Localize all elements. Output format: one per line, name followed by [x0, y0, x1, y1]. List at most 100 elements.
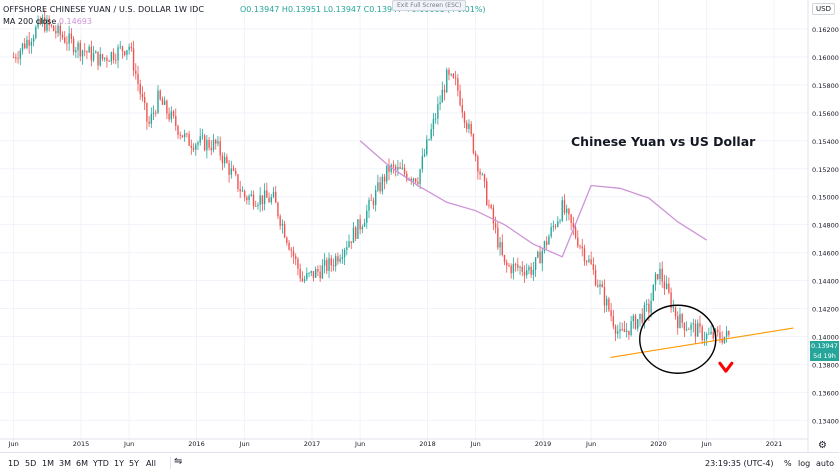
candle-body [541, 250, 543, 264]
candle-body [197, 142, 199, 145]
candle-body [312, 271, 315, 278]
candle-body [674, 307, 677, 317]
candle-body [130, 46, 133, 49]
candle [481, 172, 483, 176]
candle [183, 129, 186, 142]
candle [319, 264, 321, 282]
candle [84, 43, 86, 57]
candle [150, 107, 153, 128]
candle-body [574, 227, 577, 238]
candle-body [639, 313, 641, 320]
candle [199, 128, 201, 146]
candle-body [141, 93, 144, 98]
candle-body [121, 46, 124, 52]
range-1d[interactable]: 1D [8, 459, 20, 468]
candle [281, 219, 284, 234]
candle [503, 254, 506, 266]
candle-body [557, 221, 559, 227]
candle [179, 131, 181, 140]
compare-icon[interactable]: ⇋ [174, 456, 183, 467]
candle [352, 222, 355, 243]
candle [175, 108, 177, 131]
range-3m[interactable]: 3M [59, 459, 71, 468]
candle [514, 262, 517, 272]
range-1y[interactable]: 1Y [114, 459, 124, 468]
candle-body [159, 90, 161, 100]
candle [48, 15, 50, 32]
candle-body [625, 330, 628, 332]
candle [483, 173, 486, 189]
candle-body [517, 264, 519, 268]
candle [623, 320, 626, 333]
candle-body [59, 25, 61, 35]
last-price-tag: 0.13947 [810, 341, 839, 351]
candle [632, 313, 635, 329]
candle [17, 51, 19, 64]
candle-body [135, 70, 137, 74]
candle-body [568, 208, 570, 215]
candle [190, 139, 193, 155]
candle [348, 234, 350, 248]
candle [692, 318, 694, 333]
ma-200-line [359, 140, 707, 258]
x-tick-label: Jun [701, 440, 712, 448]
candle [232, 164, 235, 172]
range-ytd[interactable]: YTD [93, 459, 109, 468]
range-6m[interactable]: 6M [76, 459, 88, 468]
auto-toggle[interactable]: auto [816, 459, 835, 468]
candle [379, 176, 381, 194]
candle-body [519, 266, 521, 268]
candle-body [92, 53, 95, 61]
candle [392, 160, 395, 174]
candle-body [668, 283, 670, 293]
candle-body [263, 190, 266, 205]
range-all[interactable]: All [146, 459, 156, 468]
candle [72, 36, 75, 56]
currency-badge[interactable]: USD [812, 3, 835, 15]
candle-body [148, 121, 150, 124]
candle [70, 28, 73, 44]
candle-body [119, 46, 121, 48]
percent-toggle[interactable]: % [784, 459, 792, 468]
candle-body [570, 214, 572, 224]
candle [61, 31, 64, 40]
range-1m[interactable]: 1M [42, 459, 54, 468]
candle [306, 267, 308, 282]
range-5d[interactable]: 5D [25, 459, 37, 468]
y-tick-label: 0.16200 [812, 26, 839, 34]
candle-body [585, 261, 588, 263]
candle-body [641, 313, 643, 323]
candle [683, 322, 686, 338]
candle-body [588, 259, 590, 262]
candle [321, 259, 324, 280]
candle [650, 292, 652, 318]
candle-body [261, 195, 264, 205]
candle [266, 182, 268, 198]
candle [115, 53, 117, 65]
candle [326, 257, 328, 275]
candle-body [399, 167, 401, 169]
candle-body [52, 25, 55, 31]
range-5y[interactable]: 5Y [129, 459, 139, 468]
annotations [639, 304, 734, 374]
candle [497, 221, 499, 250]
y-tick-label: 0.13800 [812, 361, 839, 369]
candle [472, 133, 475, 155]
candle-body [508, 265, 510, 267]
candle-body [694, 323, 697, 337]
gear-icon[interactable]: ⚙ [818, 440, 827, 451]
candle [568, 207, 570, 221]
ma-legend[interactable]: MA 200 close 0.14693 [3, 17, 92, 26]
candle [446, 67, 448, 93]
candle [374, 185, 377, 212]
log-toggle[interactable]: log [798, 459, 811, 468]
candle-body [412, 178, 415, 181]
y-tick-label: 0.14200 [812, 306, 839, 314]
candle [203, 133, 206, 152]
candle-body [99, 54, 101, 66]
candle [44, 9, 46, 33]
candle-body [299, 268, 301, 279]
candle [659, 262, 661, 285]
candle-body [112, 52, 115, 60]
exit-fullscreen-button[interactable]: Exit Full Screen (ESC) [392, 0, 467, 11]
